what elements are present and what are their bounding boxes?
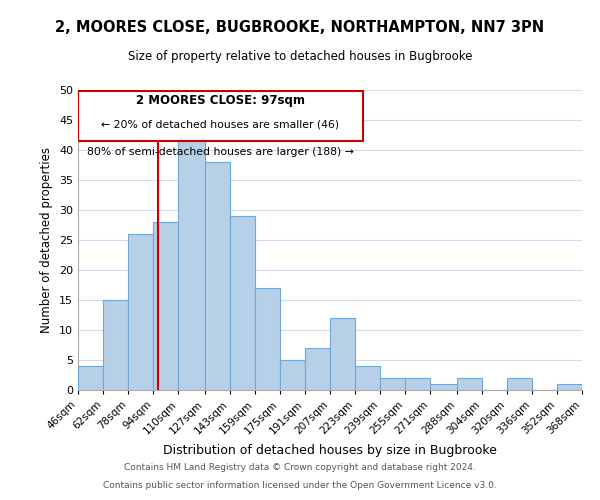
Bar bbox=[457, 378, 482, 390]
Bar bbox=[405, 378, 430, 390]
Text: 2, MOORES CLOSE, BUGBROOKE, NORTHAMPTON, NN7 3PN: 2, MOORES CLOSE, BUGBROOKE, NORTHAMPTON,… bbox=[55, 20, 545, 35]
Bar bbox=[78, 366, 103, 390]
Text: Contains public sector information licensed under the Open Government Licence v3: Contains public sector information licen… bbox=[103, 481, 497, 490]
Text: 2 MOORES CLOSE: 97sqm: 2 MOORES CLOSE: 97sqm bbox=[136, 94, 305, 107]
Text: Size of property relative to detached houses in Bugbrooke: Size of property relative to detached ho… bbox=[128, 50, 472, 63]
Bar bbox=[330, 318, 355, 390]
Bar bbox=[380, 378, 405, 390]
Bar bbox=[230, 216, 255, 390]
Bar bbox=[557, 384, 582, 390]
Bar bbox=[103, 300, 128, 390]
X-axis label: Distribution of detached houses by size in Bugbrooke: Distribution of detached houses by size … bbox=[163, 444, 497, 457]
Bar bbox=[430, 384, 457, 390]
Bar bbox=[153, 222, 178, 390]
Text: Contains HM Land Registry data © Crown copyright and database right 2024.: Contains HM Land Registry data © Crown c… bbox=[124, 464, 476, 472]
FancyBboxPatch shape bbox=[78, 91, 363, 141]
Bar bbox=[178, 138, 205, 390]
Text: 80% of semi-detached houses are larger (188) →: 80% of semi-detached houses are larger (… bbox=[87, 146, 354, 156]
Y-axis label: Number of detached properties: Number of detached properties bbox=[40, 147, 53, 333]
Bar bbox=[205, 162, 230, 390]
Bar bbox=[280, 360, 305, 390]
Bar bbox=[507, 378, 532, 390]
Bar bbox=[355, 366, 380, 390]
Bar bbox=[128, 234, 153, 390]
Bar bbox=[255, 288, 280, 390]
Bar bbox=[305, 348, 330, 390]
Text: ← 20% of detached houses are smaller (46): ← 20% of detached houses are smaller (46… bbox=[101, 120, 340, 130]
